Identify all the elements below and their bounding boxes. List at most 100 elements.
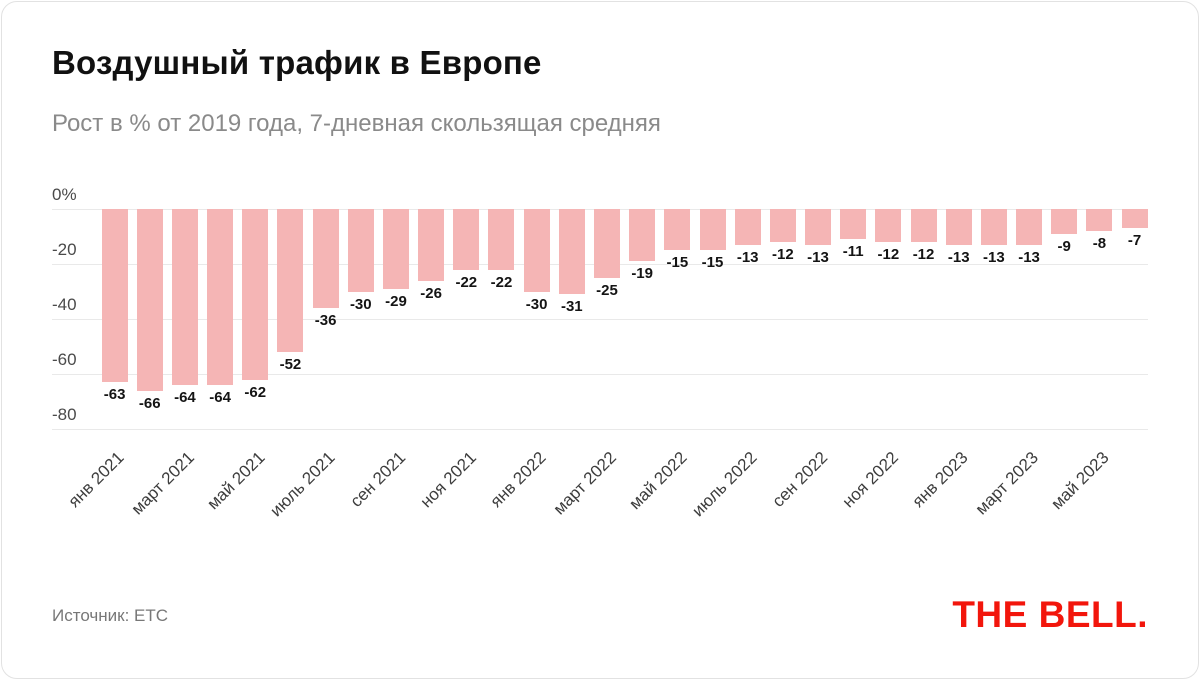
bar-value-label: -64 — [209, 389, 231, 406]
bar — [418, 209, 445, 281]
bar-value-label: -13 — [1018, 249, 1040, 266]
bar-value-label: -62 — [244, 384, 267, 401]
bar — [558, 209, 585, 294]
x-tick-label: янв 2022 — [486, 448, 551, 512]
bar-slot: -12 — [906, 209, 941, 445]
bar — [840, 209, 867, 239]
bar — [629, 209, 656, 261]
bar-slot: -11 — [836, 209, 871, 445]
bar-slot: -62 — [238, 209, 273, 445]
bar-value-label: -63 — [103, 386, 126, 403]
bar-value-label: -64 — [174, 389, 196, 406]
bar-slot: -13 — [941, 209, 976, 445]
bar — [734, 209, 761, 245]
chart-subtitle: Рост в % от 2019 года, 7-дневная скользя… — [52, 110, 661, 137]
bar-slot: -22 — [484, 209, 519, 445]
bar-slot: -12 — [871, 209, 906, 445]
bar — [453, 209, 480, 270]
bar-value-label: -22 — [490, 274, 513, 291]
x-tick-label: март 2022 — [549, 448, 621, 519]
source-note: Источник: ETC — [52, 606, 169, 625]
bar — [136, 209, 163, 391]
bar-slot: -26 — [414, 209, 449, 445]
bar-slot: -63 — [97, 209, 132, 445]
bar-value-label: -9 — [1057, 238, 1071, 255]
bar-value-label: -66 — [138, 395, 161, 412]
bar — [910, 209, 937, 242]
bar-value-label: -26 — [420, 285, 442, 302]
bar-slot: -64 — [167, 209, 202, 445]
bar-value-label: -22 — [455, 274, 478, 291]
bar-slot: -9 — [1047, 209, 1082, 445]
bar — [347, 209, 374, 292]
bar-value-label: -13 — [736, 249, 759, 266]
bar-slot: -7 — [1117, 209, 1152, 445]
bar-value-label: -7 — [1127, 232, 1142, 249]
x-tick-label: май 2022 — [625, 448, 691, 514]
bar-value-label: -36 — [314, 312, 337, 329]
gridline — [52, 374, 1148, 375]
bar-value-label: -31 — [560, 298, 583, 315]
bar-slot: -66 — [132, 209, 167, 445]
bar — [1051, 209, 1078, 234]
page-title: Воздушный трафик в Европе — [52, 44, 542, 81]
bar-value-label: -13 — [807, 249, 829, 266]
bar-slot: -30 — [343, 209, 378, 445]
bar — [488, 209, 515, 270]
bar-slot: -15 — [660, 209, 695, 445]
bar — [945, 209, 972, 245]
bar — [980, 209, 1007, 245]
bar — [1016, 209, 1043, 245]
bar-slot: -30 — [519, 209, 554, 445]
bar — [171, 209, 198, 385]
x-tick-label: ноя 2022 — [838, 448, 902, 512]
bar-value-label: -12 — [772, 246, 794, 263]
bar — [242, 209, 269, 380]
y-tick-label: 0% — [52, 185, 77, 204]
bar-slot: -31 — [554, 209, 589, 445]
bar-slot: -64 — [203, 209, 238, 445]
bar-value-label: -19 — [631, 265, 653, 282]
x-tick-label: март 2021 — [127, 448, 199, 519]
bar — [207, 209, 234, 385]
x-tick-label: май 2023 — [1047, 448, 1113, 514]
y-tick-label: -40 — [52, 295, 77, 314]
x-tick-label: ноя 2021 — [416, 448, 480, 512]
bar-slot: -19 — [625, 209, 660, 445]
bar-value-label: -13 — [983, 249, 1005, 266]
bar — [769, 209, 796, 242]
bar-slot: -36 — [308, 209, 343, 445]
bar-value-label: -30 — [525, 296, 548, 313]
gridline — [52, 429, 1148, 430]
bar-slot: -22 — [449, 209, 484, 445]
y-tick-label: -60 — [52, 350, 77, 369]
bar-slot: -13 — [730, 209, 765, 445]
y-tick-label: -20 — [52, 240, 77, 259]
bar-value-label: -30 — [349, 296, 372, 313]
bar — [593, 209, 620, 278]
bar-slot: -13 — [1011, 209, 1046, 445]
x-tick-label: март 2023 — [971, 448, 1043, 519]
x-tick-label: янв 2021 — [64, 448, 129, 512]
x-tick-label: сен 2021 — [346, 448, 410, 511]
bar-value-label: -8 — [1092, 235, 1107, 252]
bar-value-label: -29 — [385, 293, 407, 310]
bar — [382, 209, 409, 289]
bar — [1086, 209, 1113, 231]
bar-value-label: -13 — [947, 249, 970, 266]
x-tick-label: янв 2023 — [908, 448, 973, 512]
bar-slot: -13 — [976, 209, 1011, 445]
x-tick-label: июль 2022 — [688, 448, 762, 521]
x-tick-label: июль 2021 — [266, 448, 340, 521]
y-tick-label: -80 — [52, 405, 77, 424]
bar-slot: -52 — [273, 209, 308, 445]
bar-slot: -12 — [765, 209, 800, 445]
bar-value-label: -12 — [877, 246, 900, 263]
x-axis-labels: янв 2021 март 2021 май 2021 июль 2021 сен 20… — [65, 448, 1152, 578]
the-bell-logo: THE BELL. — [952, 594, 1148, 635]
bar-value-label: -12 — [912, 246, 935, 263]
bar-value-label: -11 — [842, 243, 864, 260]
bar — [664, 209, 691, 250]
bar-value-label: -15 — [666, 254, 689, 271]
